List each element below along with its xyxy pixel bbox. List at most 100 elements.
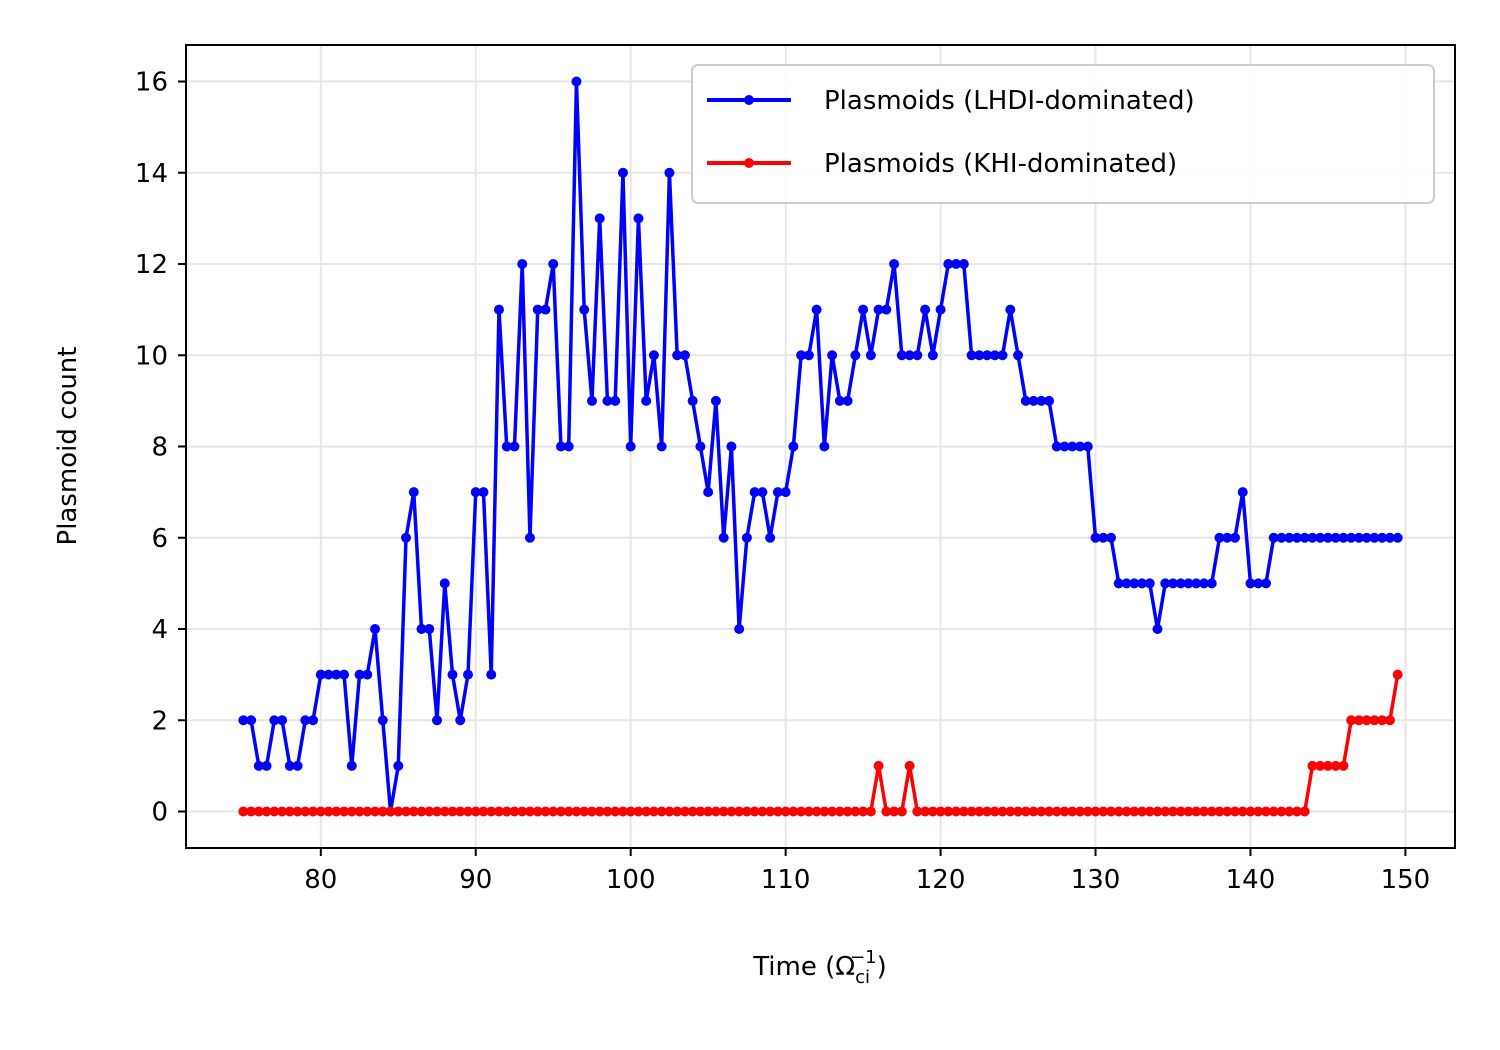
data-point-khi — [517, 806, 528, 817]
data-point-khi — [439, 806, 450, 817]
data-point-khi — [765, 806, 776, 817]
data-point-khi — [1377, 715, 1388, 726]
data-point-khi — [284, 806, 295, 817]
data-point-khi — [540, 806, 551, 817]
data-point-khi — [974, 806, 985, 817]
data-point-khi — [610, 806, 621, 817]
data-point-lhdi — [1268, 532, 1279, 543]
data-point-khi — [524, 806, 535, 817]
data-point-khi — [1191, 806, 1202, 817]
data-point-khi — [277, 806, 288, 817]
data-point-lhdi — [1075, 441, 1086, 452]
data-point-lhdi — [1028, 395, 1039, 406]
data-point-lhdi — [1175, 578, 1186, 589]
data-point-khi — [269, 806, 280, 817]
data-point-khi — [393, 806, 404, 817]
data-point-lhdi — [1198, 578, 1209, 589]
data-point-lhdi — [896, 350, 907, 361]
data-point-lhdi — [1260, 578, 1271, 589]
data-point-khi — [253, 806, 264, 817]
data-point-khi — [1090, 806, 1101, 817]
data-point-lhdi — [300, 715, 311, 726]
data-point-khi — [594, 806, 605, 817]
y-tick-label: 14 — [135, 159, 168, 189]
data-point-khi — [1198, 806, 1209, 817]
data-point-khi — [579, 806, 590, 817]
data-point-lhdi — [408, 487, 419, 498]
data-point-lhdi — [912, 350, 923, 361]
data-point-lhdi — [579, 304, 590, 315]
data-point-lhdi — [548, 259, 559, 269]
data-point-lhdi — [501, 441, 512, 452]
data-point-khi — [339, 806, 350, 817]
data-point-lhdi — [1299, 532, 1310, 543]
data-point-lhdi — [1276, 532, 1287, 543]
data-point-khi — [1168, 806, 1178, 817]
data-point-lhdi — [943, 259, 954, 269]
data-point-lhdi — [889, 259, 900, 269]
data-point-khi — [710, 806, 721, 817]
data-point-lhdi — [1144, 578, 1155, 589]
data-point-lhdi — [749, 487, 760, 498]
data-point-lhdi — [1322, 532, 1333, 543]
data-point-lhdi — [323, 669, 334, 680]
data-point-khi — [625, 806, 636, 817]
data-point-lhdi — [958, 259, 969, 269]
data-point-lhdi — [1338, 532, 1349, 543]
data-point-lhdi — [1090, 532, 1101, 543]
plot-series — [238, 76, 1403, 817]
data-point-lhdi — [656, 441, 667, 452]
data-point-lhdi — [1229, 532, 1240, 543]
data-point-khi — [989, 806, 1000, 817]
data-point-lhdi — [269, 715, 280, 726]
data-point-khi — [749, 806, 760, 817]
legend-label-lhdi: Plasmoids (LHDI-dominated) — [824, 86, 1195, 116]
data-point-khi — [796, 806, 807, 817]
data-point-khi — [958, 806, 969, 817]
data-point-lhdi — [703, 487, 714, 498]
data-point-khi — [246, 806, 257, 817]
data-point-khi — [811, 806, 822, 817]
data-point-lhdi — [1284, 532, 1295, 543]
data-point-khi — [1361, 715, 1372, 726]
data-point-lhdi — [346, 760, 357, 771]
data-point-khi — [1338, 760, 1349, 771]
data-point-khi — [447, 806, 458, 817]
data-point-lhdi — [1106, 532, 1117, 543]
data-point-khi — [532, 806, 543, 817]
data-point-khi — [1175, 806, 1186, 817]
data-point-khi — [943, 806, 954, 817]
data-point-khi — [1036, 806, 1047, 817]
data-point-khi — [803, 806, 814, 817]
data-point-lhdi — [881, 304, 892, 315]
data-point-lhdi — [1129, 578, 1140, 589]
data-point-lhdi — [966, 350, 977, 361]
data-point-lhdi — [873, 304, 884, 315]
data-point-khi — [687, 806, 698, 817]
data-point-lhdi — [920, 304, 931, 315]
data-point-khi — [408, 806, 419, 817]
data-point-lhdi — [362, 669, 373, 680]
data-point-lhdi — [765, 532, 776, 543]
x-axis-label: Time (Ωci−1) — [752, 947, 887, 988]
y-tick-label: 4 — [151, 615, 168, 645]
data-point-khi — [455, 806, 466, 817]
data-point-khi — [509, 806, 520, 817]
data-point-lhdi — [1237, 487, 1248, 498]
data-point-khi — [323, 806, 334, 817]
data-point-lhdi — [1067, 441, 1078, 452]
data-point-khi — [1392, 669, 1403, 680]
data-point-khi — [470, 806, 481, 817]
data-point-lhdi — [1392, 532, 1403, 543]
data-point-lhdi — [780, 487, 791, 498]
data-point-lhdi — [741, 532, 752, 543]
data-point-lhdi — [393, 760, 404, 771]
data-point-lhdi — [757, 487, 768, 498]
data-point-lhdi — [1152, 624, 1163, 634]
data-point-lhdi — [1353, 532, 1364, 543]
data-point-lhdi — [493, 304, 504, 315]
data-point-khi — [370, 806, 381, 817]
data-point-lhdi — [935, 304, 946, 315]
data-point-khi — [1245, 806, 1256, 817]
data-point-khi — [1113, 806, 1124, 817]
